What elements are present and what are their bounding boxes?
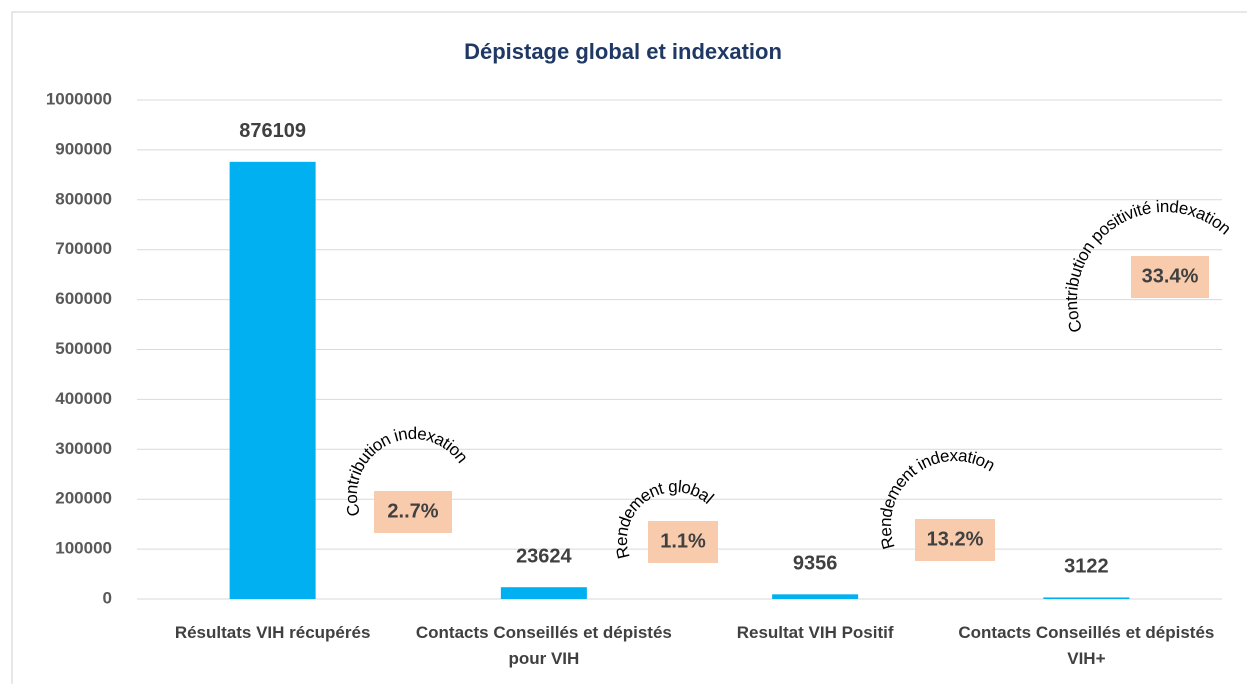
y-tick-label: 800000: [55, 189, 112, 208]
annotation-label: 2..7%: [387, 500, 438, 522]
bar: [1043, 597, 1130, 599]
x-tick-label: Resultat VIH Positif: [736, 623, 894, 642]
x-tick-label: Contacts Conseillés et dépistés pour VIH: [415, 623, 672, 668]
bar: [229, 161, 316, 600]
y-tick-label: 300000: [55, 439, 112, 458]
annotation-box: [648, 521, 718, 563]
annotation-box: [374, 491, 452, 533]
y-tick-label: 500000: [55, 339, 112, 358]
x-tick-label: Contacts Conseillés et dépistés VIH+: [958, 623, 1215, 668]
annotation-label: 33.4%: [1142, 265, 1199, 287]
data-label: 876109: [239, 120, 306, 142]
annotation-box: [1131, 256, 1209, 298]
x-tick-label: Résultats VIH récupérés: [174, 623, 371, 642]
y-tick-label: 700000: [55, 239, 112, 258]
y-tick-label: 400000: [55, 389, 112, 408]
bar: [772, 594, 859, 599]
y-tick-label: 200000: [55, 489, 112, 508]
chart-border: [11, 11, 1247, 684]
annotation-label: 1.1%: [660, 530, 706, 552]
y-tick-label: 0: [103, 588, 112, 607]
data-label: 23624: [516, 545, 572, 567]
y-tick-label: 900000: [55, 139, 112, 158]
data-label: 3122: [1064, 556, 1109, 578]
y-tick-label: 100000: [55, 539, 112, 558]
annotation-label: 13.2%: [927, 528, 984, 550]
annotation-box: [915, 519, 995, 561]
y-tick-label: 1000000: [46, 89, 112, 108]
chart-title: Dépistage global et indexation: [464, 39, 782, 64]
y-tick-label: 600000: [55, 289, 112, 308]
data-label: 9356: [793, 553, 838, 575]
bar: [500, 587, 587, 599]
